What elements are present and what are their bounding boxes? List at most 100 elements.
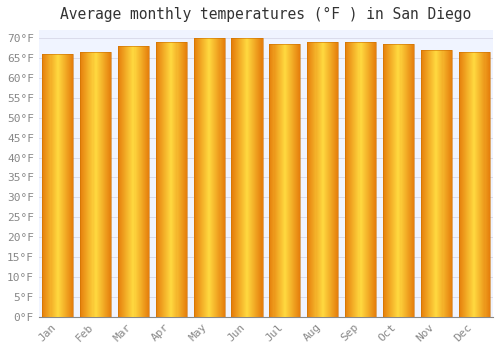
Bar [200, 38, 201, 317]
Bar [254, 38, 256, 317]
Bar [356, 42, 358, 317]
Bar [464, 52, 465, 317]
Bar [232, 38, 262, 317]
Bar [143, 46, 144, 317]
Bar [451, 50, 452, 317]
Bar [103, 52, 104, 317]
Bar [349, 42, 350, 317]
Bar [80, 52, 111, 317]
Bar [296, 44, 298, 317]
Bar [206, 38, 207, 317]
Bar [387, 44, 388, 317]
Bar [182, 42, 184, 317]
Bar [434, 50, 435, 317]
Bar [84, 52, 85, 317]
Bar [252, 38, 253, 317]
Bar [325, 42, 326, 317]
Bar [348, 42, 349, 317]
Bar [256, 38, 258, 317]
Bar [108, 52, 109, 317]
Bar [470, 52, 471, 317]
Bar [168, 42, 169, 317]
Bar [158, 42, 159, 317]
Bar [251, 38, 252, 317]
Bar [194, 38, 224, 317]
Bar [411, 44, 412, 317]
Bar [142, 46, 143, 317]
Bar [336, 42, 337, 317]
Bar [204, 38, 205, 317]
Bar [406, 44, 408, 317]
Bar [293, 44, 294, 317]
Title: Average monthly temperatures (°F ) in San Diego: Average monthly temperatures (°F ) in Sa… [60, 7, 472, 22]
Bar [394, 44, 396, 317]
Bar [222, 38, 224, 317]
Bar [242, 38, 243, 317]
Bar [127, 46, 128, 317]
Bar [105, 52, 106, 317]
Bar [161, 42, 162, 317]
Bar [81, 52, 82, 317]
Bar [241, 38, 242, 317]
Bar [458, 52, 490, 317]
Bar [166, 42, 167, 317]
Bar [471, 52, 472, 317]
Bar [42, 54, 43, 317]
Bar [106, 52, 107, 317]
Bar [385, 44, 386, 317]
Bar [290, 44, 291, 317]
Bar [333, 42, 334, 317]
Bar [167, 42, 168, 317]
Bar [164, 42, 165, 317]
Bar [310, 42, 312, 317]
Bar [64, 54, 65, 317]
Bar [240, 38, 241, 317]
Bar [402, 44, 404, 317]
Bar [178, 42, 180, 317]
Bar [243, 38, 244, 317]
Bar [104, 52, 105, 317]
Bar [358, 42, 360, 317]
Bar [308, 42, 310, 317]
Bar [65, 54, 66, 317]
Bar [172, 42, 174, 317]
Bar [107, 52, 108, 317]
Bar [433, 50, 434, 317]
Bar [476, 52, 477, 317]
Bar [146, 46, 147, 317]
Bar [473, 52, 474, 317]
Bar [324, 42, 325, 317]
Bar [246, 38, 247, 317]
Bar [367, 42, 368, 317]
Bar [283, 44, 284, 317]
Bar [360, 42, 362, 317]
Bar [413, 44, 414, 317]
Bar [214, 38, 216, 317]
Bar [388, 44, 389, 317]
Bar [203, 38, 204, 317]
Bar [400, 44, 402, 317]
Bar [128, 46, 130, 317]
Bar [42, 54, 74, 317]
Bar [458, 52, 460, 317]
Bar [390, 44, 391, 317]
Bar [118, 46, 149, 317]
Bar [54, 54, 56, 317]
Bar [236, 38, 238, 317]
Bar [429, 50, 430, 317]
Bar [134, 46, 136, 317]
Bar [120, 46, 121, 317]
Bar [409, 44, 410, 317]
Bar [198, 38, 199, 317]
Bar [322, 42, 324, 317]
Bar [44, 54, 46, 317]
Bar [438, 50, 440, 317]
Bar [345, 42, 376, 317]
Bar [232, 38, 234, 317]
Bar [61, 54, 62, 317]
Bar [312, 42, 314, 317]
Bar [140, 46, 141, 317]
Bar [59, 54, 60, 317]
Bar [211, 38, 212, 317]
Bar [258, 38, 260, 317]
